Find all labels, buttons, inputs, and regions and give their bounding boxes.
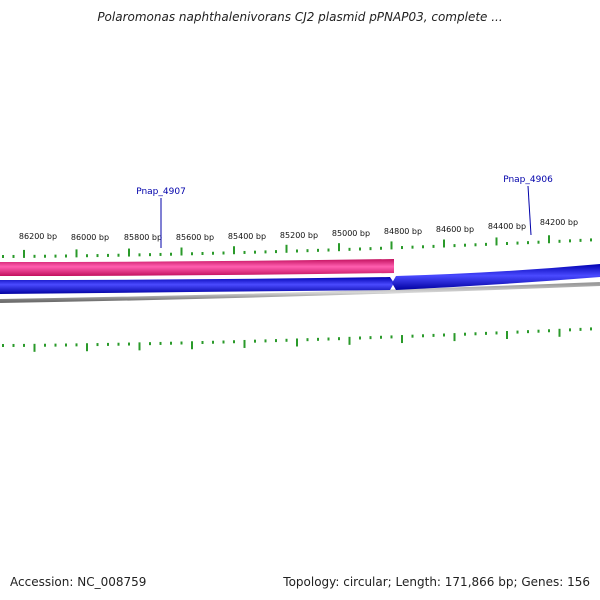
tick-label: 84400 bp xyxy=(488,222,526,231)
tick-label: 85000 bp xyxy=(332,229,370,238)
gene-label-pnap-4907[interactable]: Pnap_4907 xyxy=(136,187,186,197)
tick-label: 84600 bp xyxy=(436,225,474,234)
tick-label: 86200 bp xyxy=(19,232,57,241)
tick-label: 85400 bp xyxy=(228,232,266,241)
topology-summary-text: Topology: circular; Length: 171,866 bp; … xyxy=(283,575,590,589)
tick-label: 85200 bp xyxy=(280,231,318,240)
tick-label: 85800 bp xyxy=(124,233,162,242)
tick-label: 86000 bp xyxy=(71,233,109,242)
outer-tick-ring xyxy=(2,235,592,258)
gene-feature-pnap-4907[interactable] xyxy=(0,259,394,276)
inner-tick-ring xyxy=(2,327,592,352)
gene-leader-line-pnap-4906 xyxy=(527,185,532,236)
tick-label: 85600 bp xyxy=(176,233,214,242)
gene-feature-pnap-4906[interactable] xyxy=(392,264,600,290)
tick-label-group: 86200 bp 86000 bp 85800 bp 85600 bp 85400 bp… xyxy=(19,218,578,242)
gene-feature-reverse[interactable] xyxy=(0,277,394,294)
tick-label: 84200 bp xyxy=(540,218,578,227)
map-title: Polaromonas naphthalenivorans CJ2 plasmi… xyxy=(97,10,503,24)
accession-text: Accession: NC_008759 xyxy=(10,575,147,589)
plasmid-backbone xyxy=(0,282,600,303)
gene-label-pnap-4906[interactable]: Pnap_4906 xyxy=(503,175,553,185)
tick-label: 84800 bp xyxy=(384,227,422,236)
